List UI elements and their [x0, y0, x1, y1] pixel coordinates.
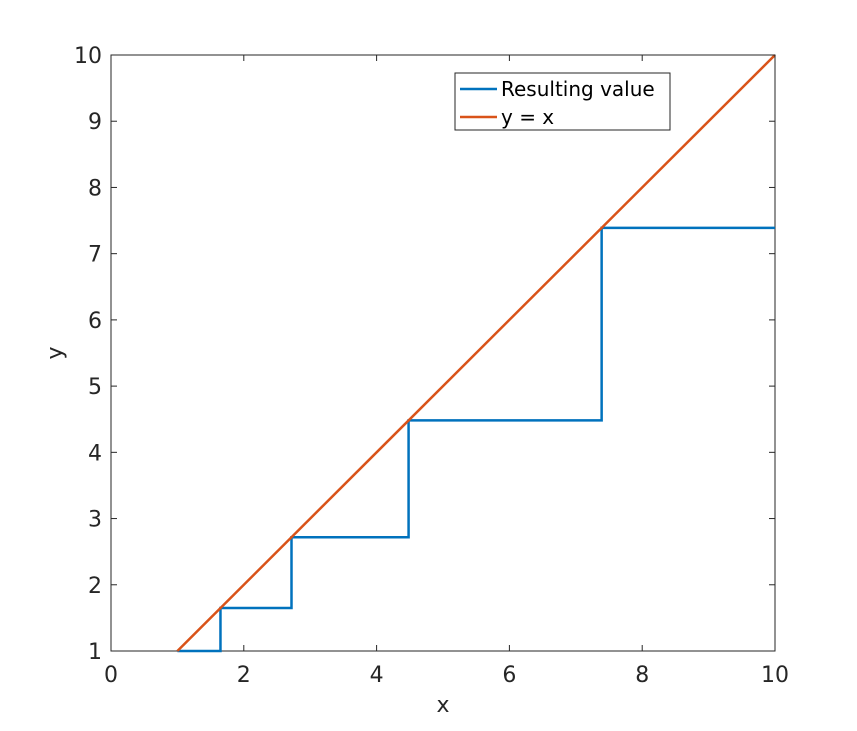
x-tick-label: 6: [502, 663, 516, 688]
y-tick-label: 2: [88, 574, 102, 599]
y-tick-label: 8: [88, 176, 102, 201]
ticks-layer: [110, 54, 776, 652]
y-tick-labels: 1 2 3 4 5 6 7 8 9 10: [74, 44, 102, 665]
legend-label-y-equals-x: y = x: [501, 105, 554, 129]
y-axis-label: y: [43, 346, 68, 359]
y-tick-label: 1: [88, 640, 102, 665]
series-layer: [176, 54, 776, 653]
y-tick-label: 10: [74, 44, 102, 69]
y-tick-label: 4: [88, 441, 102, 466]
x-tick-label: 4: [370, 663, 384, 688]
legend: Resulting value y = x: [454, 72, 671, 131]
y-tick-label: 3: [88, 508, 102, 533]
x-tick-label: 2: [237, 663, 251, 688]
x-axis-label: x: [436, 693, 449, 718]
series-line-resulting-value: [177, 226, 775, 653]
x-tick-label: 0: [104, 663, 118, 688]
legend-box: [454, 72, 671, 131]
x-tick-labels: 0 2 4 6 8 10: [104, 663, 789, 688]
axes-box: [110, 54, 776, 652]
series-line-y-x: [176, 54, 776, 652]
y-tick-label: 6: [88, 309, 102, 334]
legend-label-resulting-value: Resulting value: [501, 77, 655, 101]
y-tick-label: 7: [88, 243, 102, 268]
plot-area: [110, 54, 776, 653]
x-tick-label: 10: [761, 663, 789, 688]
x-tick-label: 8: [635, 663, 649, 688]
y-tick-label: 5: [88, 375, 102, 400]
y-tick-label: 9: [88, 110, 102, 135]
